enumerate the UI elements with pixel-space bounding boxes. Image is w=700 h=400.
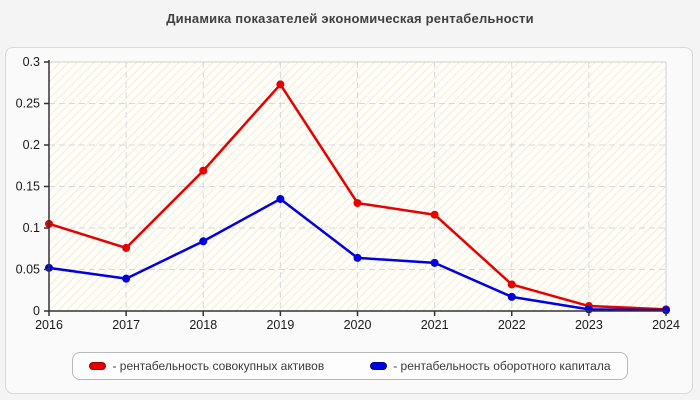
y-tick-label: 0 <box>33 304 40 318</box>
legend-label-assets: - рентабельность совокупных активов <box>112 359 325 373</box>
data-point <box>122 274 131 283</box>
data-point <box>199 237 208 246</box>
data-point <box>353 199 362 208</box>
data-point <box>276 194 285 203</box>
x-tick-label: 2019 <box>266 318 294 332</box>
y-tick-label: 0.05 <box>16 263 40 277</box>
data-point <box>430 210 439 219</box>
legend-swatch-blue-icon <box>370 362 388 370</box>
x-tick-label: 2024 <box>652 318 680 332</box>
y-tick-label: 0.3 <box>23 55 40 69</box>
y-tick-label: 0.1 <box>23 221 40 235</box>
x-tick-label: 2021 <box>421 318 449 332</box>
data-point <box>353 253 362 262</box>
chart-title: Динамика показателей экономическая рента… <box>166 11 534 26</box>
chart-container: 0 0.05 0.1 0.15 0.2 0.25 0.3 2016 2017 2018 2019 20… <box>5 47 693 394</box>
x-tick-label: 2017 <box>112 318 140 332</box>
data-point <box>276 80 285 89</box>
data-point <box>199 166 208 175</box>
y-tick-label: 0.2 <box>23 138 40 152</box>
data-point <box>507 292 516 301</box>
legend-label-working-capital: - рентабельность оборотного капитала <box>393 359 611 373</box>
x-tick-label: 2023 <box>575 318 603 332</box>
x-tick-label: 2016 <box>35 318 63 332</box>
y-tick-label: 0.15 <box>16 180 40 194</box>
data-point <box>122 243 131 252</box>
data-point <box>507 280 516 289</box>
data-point <box>430 258 439 267</box>
tick-labels: 0 0.05 0.1 0.15 0.2 0.25 0.3 2016 2017 2018 2019 20… <box>16 55 680 332</box>
x-tick-label: 2018 <box>189 318 217 332</box>
axes <box>44 60 667 316</box>
chart-legend: - рентабельность совокупных активов - ре… <box>72 352 628 380</box>
x-tick-label: 2022 <box>498 318 526 332</box>
legend-item-assets: - рентабельность совокупных активов <box>89 359 324 373</box>
x-tick-label: 2020 <box>344 318 372 332</box>
legend-swatch-red-icon <box>89 362 107 370</box>
line-chart: 0 0.05 0.1 0.15 0.2 0.25 0.3 2016 2017 2018 2019 20… <box>16 55 680 332</box>
y-tick-label: 0.25 <box>16 97 40 111</box>
data-point <box>662 306 670 315</box>
legend-item-working-capital: - рентабельность оборотного капитала <box>370 359 611 373</box>
